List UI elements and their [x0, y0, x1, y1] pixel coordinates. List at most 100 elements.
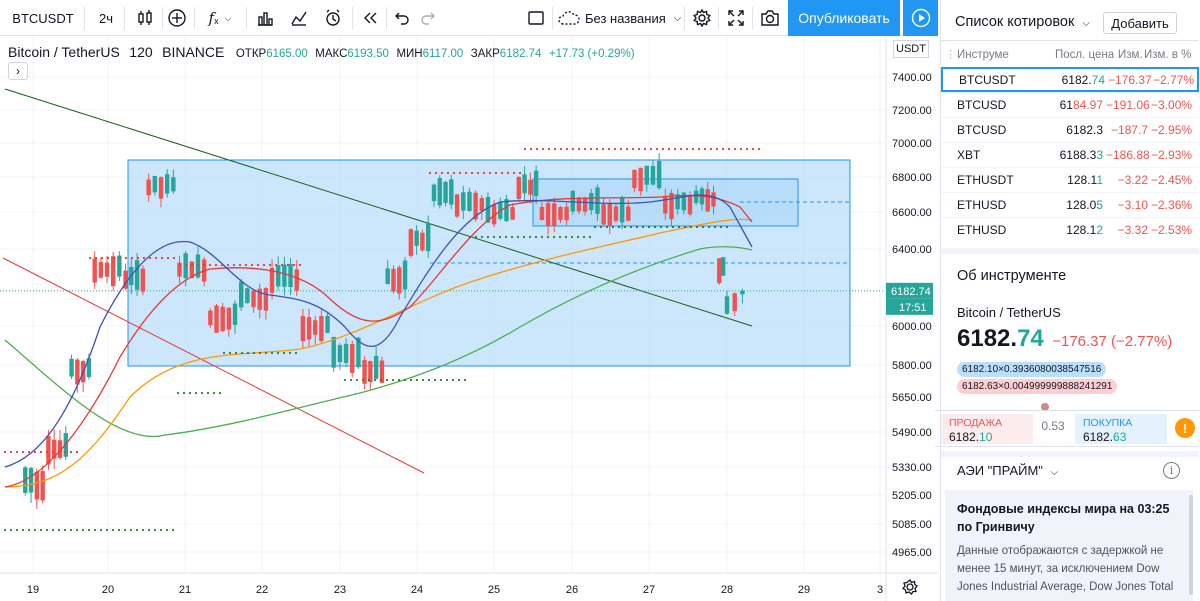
resistance-dots: [523, 147, 527, 151]
chevron-down-icon: ⌵: [1082, 18, 1090, 29]
candle-body: [420, 232, 425, 251]
watchlist-price-main: 6182.3: [1066, 123, 1103, 137]
legend-close: 6182.74: [499, 48, 542, 60]
resistance-dots: [529, 147, 533, 151]
watchlist-row[interactable]: ETHUSD 128.05 −3.10 −2.36%: [941, 192, 1199, 217]
legend-collapse-button[interactable]: ›: [8, 62, 28, 80]
resistance-dots: [500, 171, 504, 175]
support-dots: [439, 378, 443, 382]
last-price-label: 6182.74: [891, 286, 931, 298]
candle-body: [134, 260, 140, 290]
watchlist-row[interactable]: BTCUSD 6182.3 −187.7 −2.95%: [941, 117, 1199, 142]
col-symbol[interactable]: Инструме: [957, 49, 1009, 61]
time-tick-label: 3: [877, 584, 883, 596]
watchlist-row[interactable]: ETHUSDT 128.11 −3.22 −2.45%: [941, 167, 1199, 192]
camera-icon[interactable]: [756, 0, 784, 36]
chart-settings-icon[interactable]: [902, 579, 918, 595]
price-tick-label: 6600.00: [892, 207, 932, 219]
watchlist-price-main: 6188.3: [1059, 148, 1097, 162]
candle-body: [656, 160, 662, 188]
candle-body: [117, 255, 122, 277]
templates-icon[interactable]: [250, 0, 280, 36]
watchlist-row[interactable]: XBT 6188.33 −186.88 −2.93%: [941, 142, 1199, 167]
support-dots: [623, 225, 627, 229]
support-dots: [570, 235, 574, 239]
watchlist-symbol: ETHUSDT: [957, 173, 1014, 187]
resistance-dots: [595, 147, 599, 151]
support-dots: [582, 235, 586, 239]
support-dots: [617, 225, 621, 229]
publish-button[interactable]: Опубликовать: [788, 0, 900, 36]
col-chg-pct[interactable]: Изм. в %: [1144, 49, 1192, 61]
resistance-dots: [470, 171, 474, 175]
undo-icon[interactable]: [390, 0, 414, 36]
replay-icon[interactable]: [356, 0, 384, 36]
resistance-dots: [745, 147, 749, 151]
watchlist-row[interactable]: BTCUSD 6184.97 −191.06 −3.00%: [941, 92, 1199, 117]
time-tick-label: 20: [102, 584, 114, 596]
buy-box[interactable]: ПОКУПКА 6182.63: [1075, 414, 1167, 444]
watchlist-row[interactable]: ETHUSD 128.12 −3.32 −2.53%: [941, 217, 1199, 242]
sell-box[interactable]: ПРОДАЖА 6182.10: [941, 414, 1033, 444]
support-dots: [528, 235, 532, 239]
watchlist-row[interactable]: BTCUSDT 6182.74 −176.37 −2.77%: [941, 67, 1199, 92]
support-dots: [141, 528, 145, 532]
support-dots: [546, 235, 550, 239]
resistance-dots: [440, 171, 444, 175]
fx-icon[interactable]: f x ⌵: [208, 9, 232, 27]
add-indicator-icon[interactable]: [164, 0, 190, 36]
watchlist-price: 6188.33: [1041, 148, 1103, 162]
resistance-dots: [292, 263, 296, 267]
watchlist-title[interactable]: Список котировок ⌵: [955, 14, 1090, 30]
support-dots: [653, 225, 657, 229]
support-dots: [534, 235, 538, 239]
fullscreen-frame-icon[interactable]: [522, 0, 550, 36]
support-dots: [599, 225, 603, 229]
layout-name-button[interactable]: Без названия ⌵: [558, 0, 688, 36]
candle-body: [408, 229, 414, 256]
info-icon[interactable]: i: [1163, 462, 1180, 479]
support-dots: [171, 528, 175, 532]
watchlist-change: −176.37: [1108, 72, 1152, 87]
news-item[interactable]: Фондовые индексы мира на 03:25 по Гринви…: [945, 490, 1193, 601]
support-dots: [558, 235, 562, 239]
chevron-down-icon: ⌵: [1050, 467, 1059, 478]
candle-body: [740, 290, 745, 295]
legend-title: Bitcoin / TetherUS: [8, 44, 120, 60]
candle-body: [533, 170, 539, 196]
expand-icon[interactable]: [722, 0, 750, 36]
compare-icon[interactable]: [284, 0, 314, 36]
support-dots: [45, 528, 49, 532]
alert-icon[interactable]: [318, 0, 348, 36]
support-dots: [93, 528, 97, 532]
resistance-dots: [286, 263, 290, 267]
col-chg[interactable]: Изм.: [1118, 49, 1143, 61]
details-price: 6182.74 −176.37 (−2.77%): [957, 325, 1172, 353]
resistance-dots: [757, 147, 761, 151]
legend-low-label: МИН: [396, 48, 423, 60]
col-last[interactable]: Посл. цена: [1055, 49, 1115, 61]
symbol-search-button[interactable]: BTCUSDT: [12, 10, 74, 26]
resistance-dots: [721, 147, 725, 151]
candle-body: [582, 197, 588, 212]
play-icon[interactable]: [903, 0, 938, 36]
support-dots: [576, 235, 580, 239]
add-symbol-button[interactable]: Добавить: [1103, 12, 1177, 34]
news-source-dropdown[interactable]: АЭИ "ПРАЙМ" ⌵: [957, 463, 1058, 478]
news-scrollbar[interactable]: [1189, 495, 1193, 595]
redo-icon[interactable]: [416, 0, 440, 36]
resistance-dots: [256, 263, 260, 267]
settings-icon[interactable]: [688, 0, 716, 36]
support-dots: [379, 378, 383, 382]
trend-line-dark-green: [4, 88, 753, 327]
drag-handle-icon[interactable]: ⋮: [945, 49, 956, 61]
interval-button[interactable]: 2ч: [98, 10, 113, 26]
candle-body: [564, 206, 569, 221]
candles-icon[interactable]: [130, 0, 160, 36]
resistance-dots: [250, 263, 254, 267]
watchlist-price: 128.11: [1041, 173, 1103, 187]
price-chart[interactable]: 7400.00 7200.00 7000.00 6800.00 6600.00 6400.…: [0, 37, 938, 601]
resistance-dots: [541, 147, 545, 151]
info-warning-icon[interactable]: !: [1175, 418, 1195, 438]
resistance-dots: [727, 147, 731, 151]
